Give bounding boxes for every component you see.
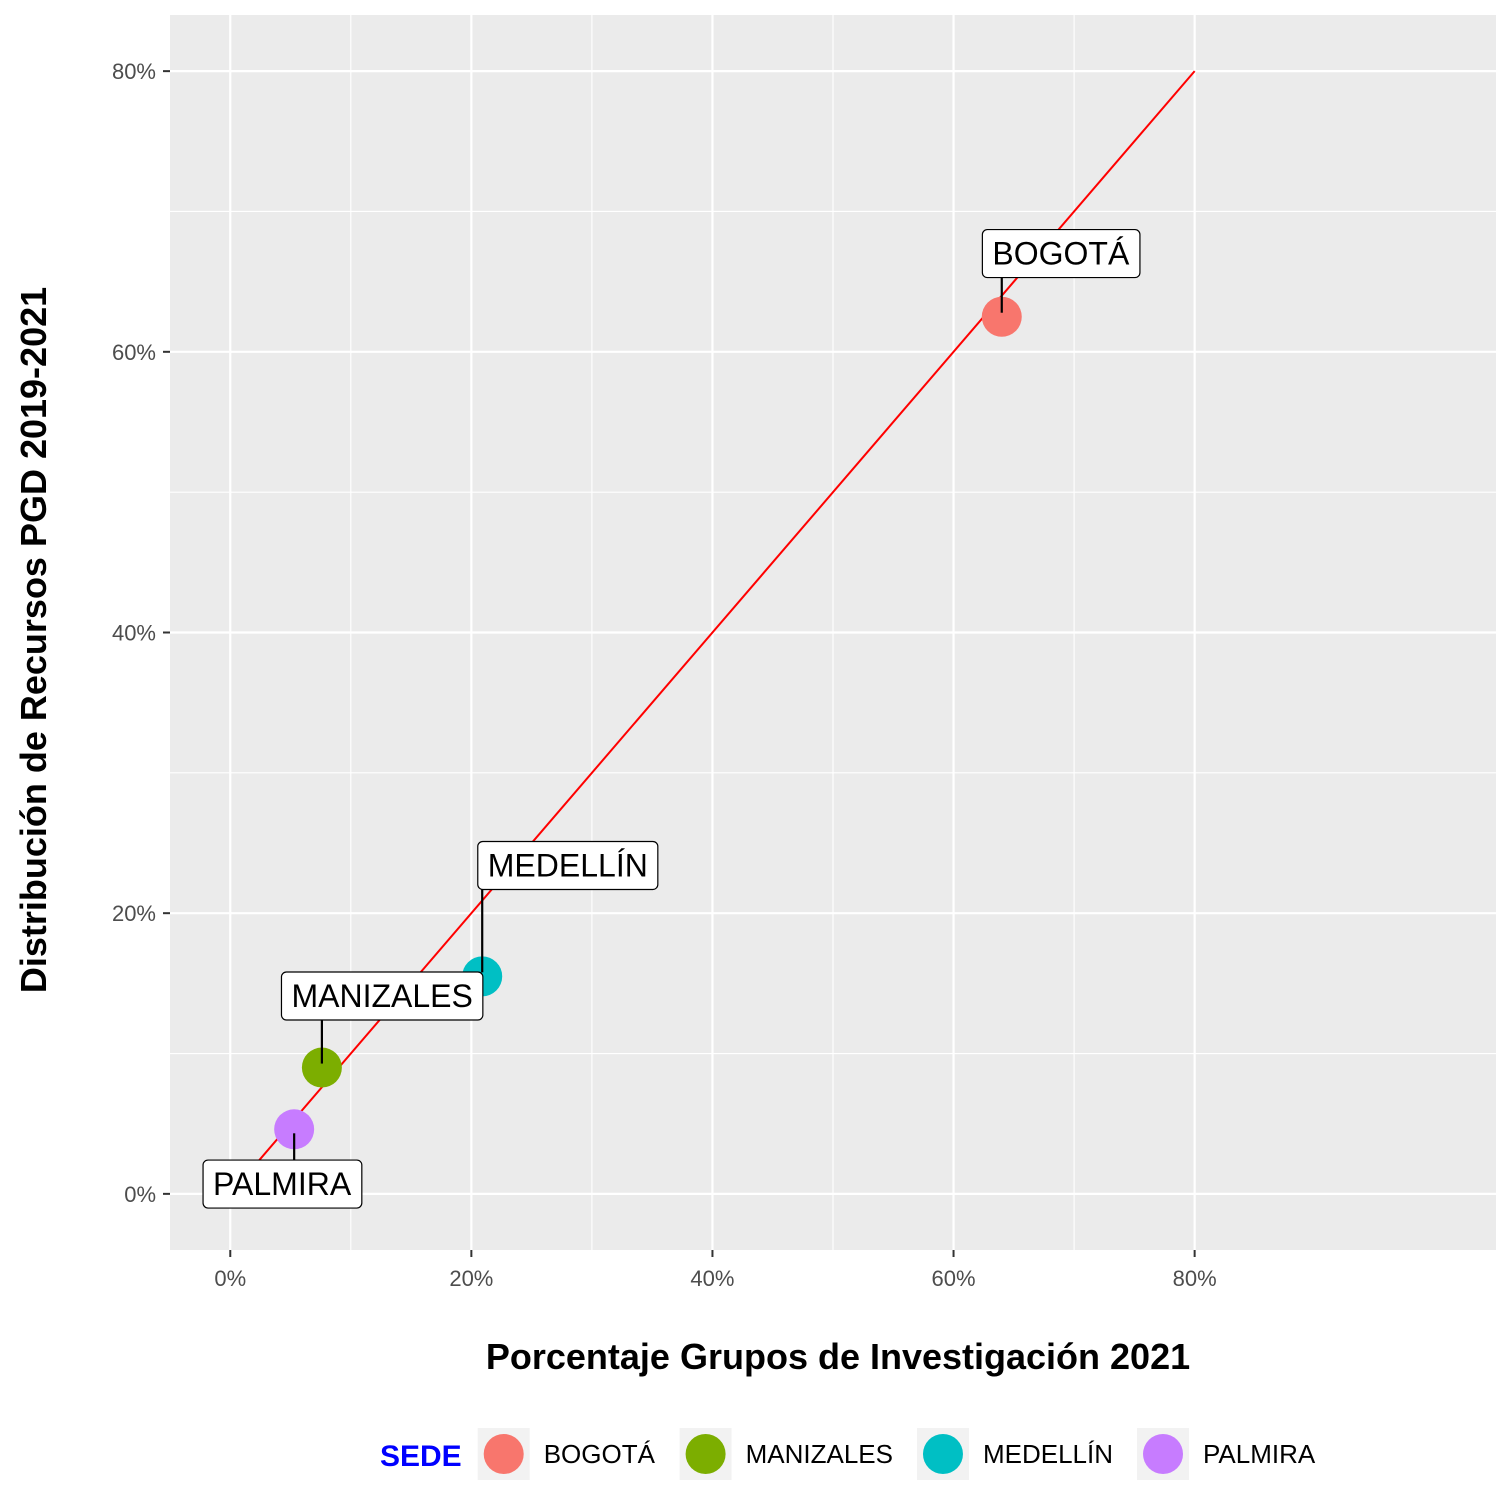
legend: SEDE BOGOTÁ MANIZALES MEDELLÍN PALMIRA [380, 1428, 1316, 1480]
y-axis-ticks: 0% 20% 40% 60% 80% [112, 59, 170, 1207]
y-tick-label: 40% [112, 621, 156, 646]
y-tick-label: 0% [124, 1182, 156, 1207]
y-axis-title: Distribución de Recursos PGD 2019-2021 [13, 287, 54, 993]
x-tick-label: 80% [1173, 1266, 1217, 1291]
point-label-text: BOGOTÁ [992, 236, 1130, 272]
point-label-box [981, 228, 1141, 279]
x-tick-label: 40% [690, 1266, 734, 1291]
point-label-box [477, 840, 659, 891]
point-label: MANIZALES [280, 971, 484, 1064]
point-label-box [280, 971, 484, 1021]
data-point [274, 1109, 315, 1150]
x-tick-label: 0% [214, 1266, 246, 1291]
legend-item: MANIZALES [679, 1428, 893, 1480]
legend-label: BOGOTÁ [544, 1439, 656, 1469]
data-point [981, 296, 1022, 337]
x-axis-title: Porcentaje Grupos de Investigación 2021 [486, 1336, 1190, 1377]
legend-key [1143, 1434, 1184, 1474]
legend-label: PALMIRA [1203, 1439, 1316, 1469]
legend-title: SEDE [380, 1440, 462, 1473]
point-label: MEDELLÍN [477, 840, 659, 973]
legend-label: MANIZALES [746, 1439, 893, 1469]
legend-key [922, 1434, 963, 1474]
point-label-box [202, 1159, 363, 1209]
data-point [301, 1047, 342, 1088]
legend-item: MEDELLÍN [916, 1428, 1113, 1480]
x-axis-ticks: 0% 20% 40% 60% 80% [214, 1250, 1217, 1291]
point-labels-group: BOGOTÁ MANIZALES MEDELLÍN PALMIRA [202, 228, 1141, 1209]
point-label-text: MANIZALES [291, 978, 472, 1014]
x-tick-label: 20% [449, 1266, 493, 1291]
legend-item: PALMIRA [1137, 1428, 1316, 1480]
point-label: BOGOTÁ [981, 228, 1141, 313]
legend-key [685, 1434, 726, 1474]
point-label-text: MEDELLÍN [488, 847, 648, 883]
y-tick-label: 80% [112, 59, 156, 84]
legend-label: MEDELLÍN [983, 1439, 1113, 1469]
legend-item: BOGOTÁ [477, 1428, 656, 1480]
legend-key [483, 1434, 524, 1474]
point-label: PALMIRA [202, 1133, 363, 1209]
point-label-text: PALMIRA [213, 1166, 352, 1202]
y-tick-label: 20% [112, 901, 156, 926]
x-tick-label: 60% [932, 1266, 976, 1291]
y-tick-label: 60% [112, 340, 156, 365]
